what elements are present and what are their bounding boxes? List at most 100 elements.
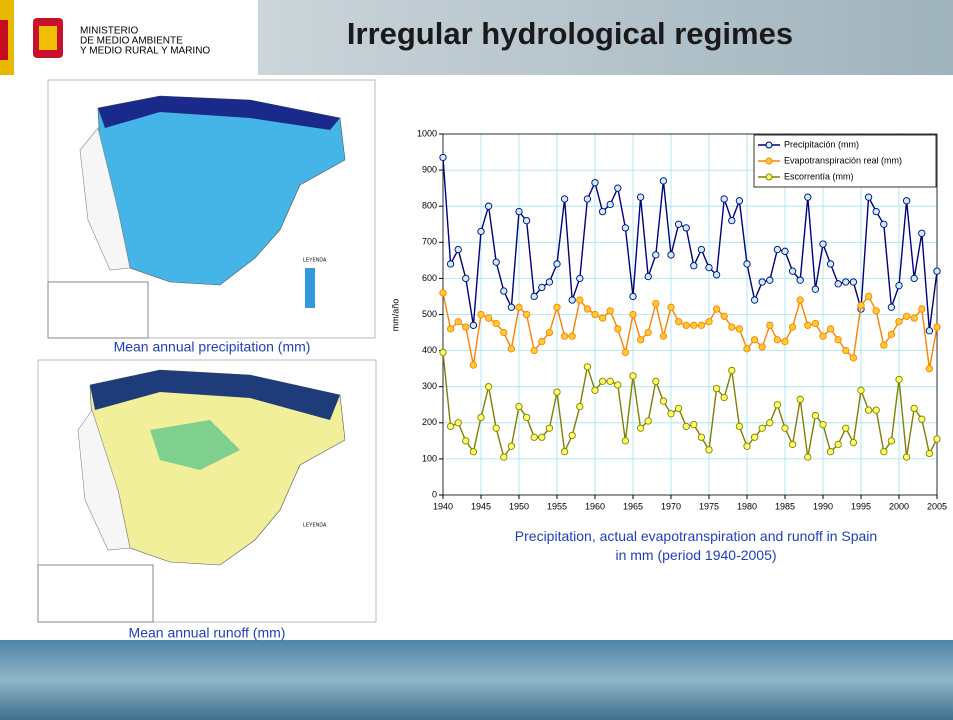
y-tick-label: 800: [422, 201, 437, 211]
data-point: [759, 279, 765, 285]
data-point: [546, 425, 552, 431]
data-point: [660, 333, 666, 339]
data-point: [713, 272, 719, 278]
data-point: [896, 282, 902, 288]
data-point: [447, 423, 453, 429]
x-tick-label: 1950: [509, 501, 529, 511]
data-point: [903, 313, 909, 319]
data-point: [675, 319, 681, 325]
data-point: [440, 154, 446, 160]
data-point: [622, 438, 628, 444]
data-point: [797, 297, 803, 303]
data-point: [736, 198, 742, 204]
map-legend-title: LEYENDA: [303, 257, 327, 263]
data-point: [539, 434, 545, 440]
data-point: [523, 311, 529, 317]
slide: MINISTERIO DE MEDIO AMBIENTE Y MEDIO RUR…: [0, 0, 953, 720]
data-point: [447, 326, 453, 332]
data-point: [797, 277, 803, 283]
data-point: [911, 315, 917, 321]
ministry-line: Y MEDIO RURAL Y MARINO: [80, 46, 210, 57]
data-point: [622, 225, 628, 231]
data-point: [926, 450, 932, 456]
y-tick-label: 700: [422, 237, 437, 247]
y-tick-label: 400: [422, 345, 437, 355]
data-point: [645, 418, 651, 424]
data-point: [903, 454, 909, 460]
data-point: [493, 320, 499, 326]
chart-caption: Precipitation, actual evapotranspiration…: [515, 528, 877, 563]
data-point: [607, 308, 613, 314]
data-point: [485, 203, 491, 209]
data-point: [744, 261, 750, 267]
data-point: [873, 407, 879, 413]
data-point: [622, 349, 628, 355]
data-point: [561, 196, 567, 202]
data-point: [926, 365, 932, 371]
data-point: [820, 421, 826, 427]
data-point: [934, 268, 940, 274]
data-point: [516, 304, 522, 310]
data-point: [561, 333, 567, 339]
data-point: [827, 261, 833, 267]
data-point: [843, 279, 849, 285]
x-tick-label: 1960: [585, 501, 605, 511]
data-point: [706, 447, 712, 453]
data-point: [478, 228, 484, 234]
data-point: [584, 306, 590, 312]
data-point: [812, 320, 818, 326]
y-tick-label: 300: [422, 381, 437, 391]
data-point: [615, 185, 621, 191]
data-point: [721, 394, 727, 400]
data-point: [455, 420, 461, 426]
data-point: [850, 279, 856, 285]
data-point: [774, 402, 780, 408]
data-point: [843, 425, 849, 431]
slide-canvas: MINISTERIO DE MEDIO AMBIENTE Y MEDIO RUR…: [0, 0, 953, 720]
data-point: [789, 324, 795, 330]
data-point: [637, 337, 643, 343]
data-point: [630, 293, 636, 299]
data-point: [599, 315, 605, 321]
y-tick-label: 600: [422, 273, 437, 283]
data-point: [827, 448, 833, 454]
data-point: [470, 322, 476, 328]
data-point: [691, 263, 697, 269]
data-point: [508, 304, 514, 310]
data-point: [698, 434, 704, 440]
data-point: [759, 425, 765, 431]
data-point: [713, 385, 719, 391]
data-point: [903, 198, 909, 204]
data-point: [531, 293, 537, 299]
data-point: [850, 355, 856, 361]
data-point: [934, 436, 940, 442]
data-point: [501, 454, 507, 460]
data-point: [630, 373, 636, 379]
data-point: [599, 208, 605, 214]
data-point: [911, 275, 917, 281]
data-point: [508, 443, 514, 449]
x-tick-label: 1945: [471, 501, 491, 511]
x-tick-label: 1940: [433, 501, 453, 511]
data-point: [934, 324, 940, 330]
data-point: [789, 441, 795, 447]
data-point: [470, 448, 476, 454]
data-point: [584, 196, 590, 202]
data-point: [926, 328, 932, 334]
data-point: [729, 367, 735, 373]
data-point: [812, 286, 818, 292]
map-caption: Mean annual precipitation (mm): [114, 339, 311, 355]
x-tick-label: 1955: [547, 501, 567, 511]
data-point: [577, 403, 583, 409]
data-point: [531, 434, 537, 440]
data-point: [569, 432, 575, 438]
data-point: [577, 297, 583, 303]
data-point: [523, 217, 529, 223]
data-point: [805, 454, 811, 460]
data-point: [751, 337, 757, 343]
data-point: [485, 384, 491, 390]
y-axis-label: mm/año: [390, 299, 400, 332]
data-point: [455, 319, 461, 325]
data-point: [782, 425, 788, 431]
data-point: [554, 261, 560, 267]
